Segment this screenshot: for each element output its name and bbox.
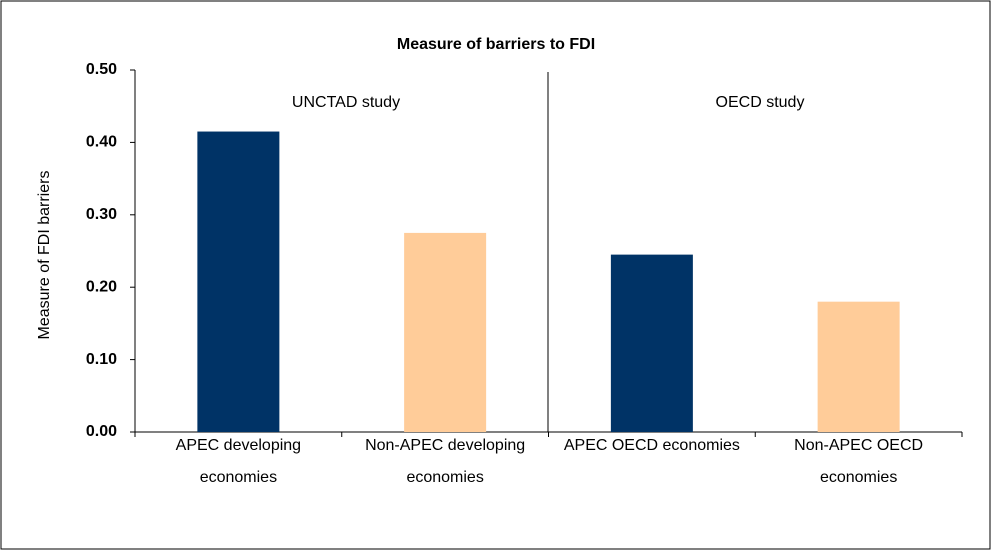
- x-tick-label: APEC developing economies: [175, 437, 302, 486]
- bar: [404, 232, 487, 432]
- bar: [610, 254, 693, 432]
- bar: [197, 131, 280, 433]
- x-tick-label: Non-APEC developing economies: [365, 437, 526, 486]
- y-axis-label: Measure of FDI barriers: [36, 171, 53, 340]
- y-tick-label: 0.30: [86, 206, 117, 223]
- chart-title: Measure of barriers to FDI: [397, 36, 595, 53]
- bar: [817, 301, 900, 432]
- x-tick-label: Non-APEC OECD economies: [794, 437, 924, 486]
- y-tick-label: 0.10: [86, 351, 117, 368]
- y-tick-label: 0.40: [86, 134, 117, 151]
- y-tick-label: 0.00: [86, 423, 117, 440]
- annotation: UNCTAD study: [292, 94, 400, 111]
- y-tick-label: 0.50: [86, 61, 117, 78]
- y-tick-label: 0.20: [86, 278, 117, 295]
- x-tick-label: APEC OECD economies: [563, 437, 740, 454]
- annotation: OECD study: [716, 94, 805, 111]
